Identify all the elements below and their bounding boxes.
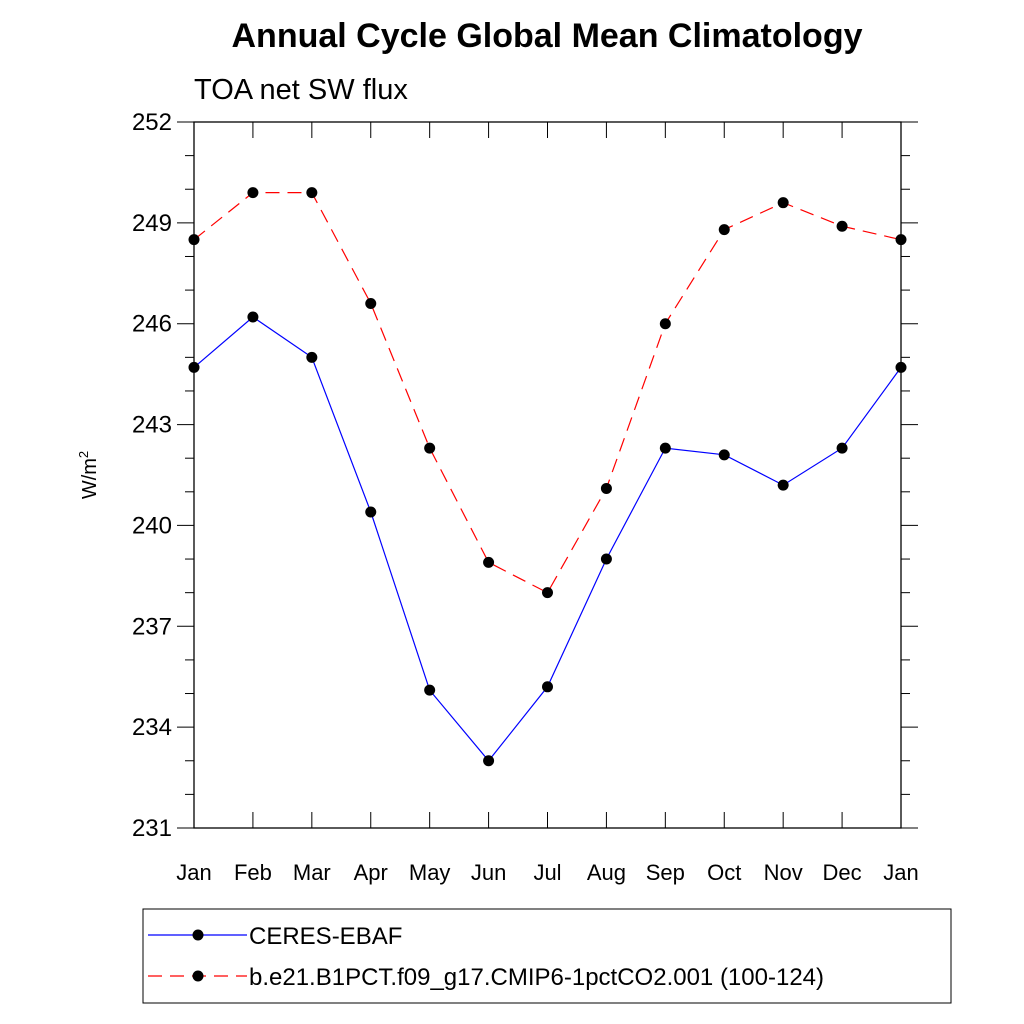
data-point xyxy=(365,298,377,310)
legend-entry-2: b.e21.B1PCT.f09_g17.CMIP6-1pctCO2.001 (1… xyxy=(148,964,824,991)
x-tick-label: Feb xyxy=(234,860,272,885)
x-tick-label: Dec xyxy=(823,860,862,885)
chart-title: Annual Cycle Global Mean Climatology xyxy=(232,17,863,55)
data-point xyxy=(365,506,377,518)
series-1 xyxy=(188,311,907,767)
x-tick-label: Jun xyxy=(471,860,506,885)
data-point xyxy=(836,220,848,232)
data-point xyxy=(718,224,730,236)
data-point xyxy=(777,197,789,209)
legend-label: b.e21.B1PCT.f09_g17.CMIP6-1pctCO2.001 (1… xyxy=(249,964,824,991)
x-tick-label: Aug xyxy=(587,860,626,885)
y-tick-label: 249 xyxy=(132,210,172,237)
data-point xyxy=(247,311,259,323)
legend-marker xyxy=(192,929,204,941)
y-tick-label: 246 xyxy=(132,311,172,338)
x-tick-label: Apr xyxy=(354,860,388,885)
data-point xyxy=(836,442,848,454)
data-point xyxy=(542,587,553,599)
x-tick-label: Mar xyxy=(293,860,331,885)
series-line xyxy=(193,316,902,762)
data-point xyxy=(659,318,671,330)
data-point xyxy=(306,351,318,363)
data-point xyxy=(483,755,495,767)
data-point xyxy=(542,681,553,693)
data-point xyxy=(659,442,671,454)
data-series xyxy=(188,187,907,767)
legend-box xyxy=(142,908,952,1004)
legend-marker xyxy=(192,970,204,982)
data-point xyxy=(483,556,495,568)
plot-frame xyxy=(193,121,902,829)
axis-tick-labels: 231 234 237 240 243 246 249 252 Jan Feb Mar Apr May J… xyxy=(132,109,919,885)
chart-subtitle: TOA net SW flux xyxy=(194,74,408,106)
x-tick-label: Sep xyxy=(646,860,685,885)
legend-label: CERES-EBAF xyxy=(249,923,402,950)
data-point xyxy=(777,479,789,491)
data-point xyxy=(306,187,318,199)
y-tick-label: 243 xyxy=(132,412,172,439)
x-tick-label: Jan xyxy=(176,860,211,885)
y-tick-label: 240 xyxy=(132,512,172,539)
x-tick-label: May xyxy=(409,860,451,885)
data-point xyxy=(424,684,436,696)
y-tick-label: 234 xyxy=(132,714,172,741)
x-tick-label: Jan xyxy=(883,860,918,885)
x-tick-label: Nov xyxy=(764,860,803,885)
y-tick-label: 231 xyxy=(132,815,172,842)
data-point xyxy=(247,187,259,199)
y-axis-label-unit: W/m xyxy=(79,458,101,499)
data-point xyxy=(600,482,612,494)
data-point xyxy=(424,442,436,454)
y-axis-label-exponent: 2 xyxy=(76,451,91,458)
series-2 xyxy=(188,187,907,599)
y-tick-label: 237 xyxy=(132,613,172,640)
legend: CERES-EBAF b.e21.B1PCT.f09_g17.CMIP6-1pct… xyxy=(148,923,824,991)
x-tick-label: Oct xyxy=(707,860,741,885)
y-tick-label: 252 xyxy=(132,109,172,136)
axis-ticks xyxy=(177,121,918,829)
data-point xyxy=(718,449,730,461)
series-line xyxy=(193,192,902,594)
legend-entry-1: CERES-EBAF xyxy=(148,923,402,950)
x-tick-label: Jul xyxy=(533,860,561,885)
y-axis-label: W/m2 xyxy=(76,451,101,499)
data-point xyxy=(600,553,612,565)
